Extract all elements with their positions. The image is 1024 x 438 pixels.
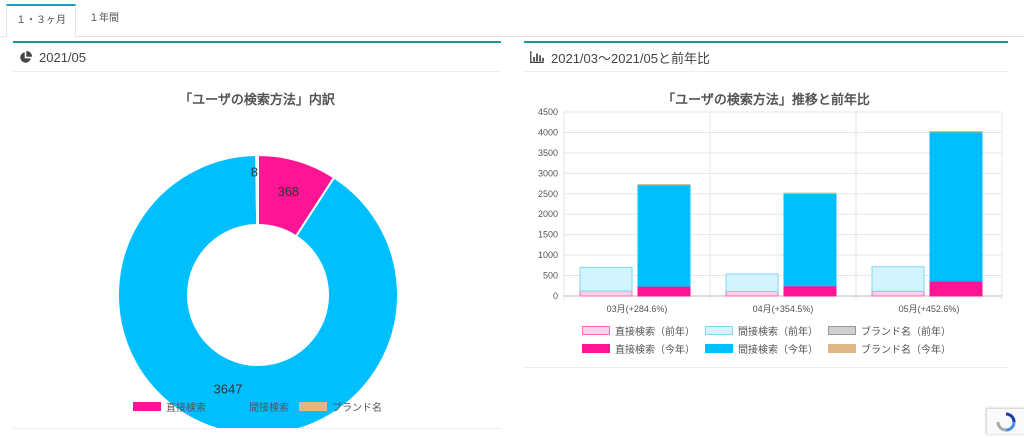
bar-legend-item-5[interactable]: ブランド名（今年） xyxy=(828,341,951,356)
pie-legend-item-0[interactable]: 直接検索 xyxy=(133,399,206,414)
bar-legend-label-0: 直接検索（前年） xyxy=(615,323,695,338)
bar-legend-swatch-5 xyxy=(828,344,856,353)
x-tick-label-0: 03月(+284.6%) xyxy=(607,304,668,314)
bar-legend-label-3: 直接検索（今年） xyxy=(615,341,695,356)
pie-legend-item-1[interactable]: 間接検索 xyxy=(216,399,289,414)
y-tick-label-7: 3500 xyxy=(538,148,558,158)
bar-legend-item-4[interactable]: 間接検索（今年） xyxy=(705,341,818,356)
bar-2-3[interactable] xyxy=(930,281,982,296)
pie-legend-swatch-2 xyxy=(299,402,327,411)
pie-legend-swatch-0 xyxy=(133,402,161,411)
pie-legend-label-0: 直接検索 xyxy=(166,399,206,414)
y-tick-label-0: 0 xyxy=(553,291,558,301)
y-tick-label-6: 3000 xyxy=(538,168,558,178)
x-tick-label-1: 04月(+354.5%) xyxy=(753,304,814,314)
y-tick-label-9: 4500 xyxy=(538,107,558,117)
bar-1-3[interactable] xyxy=(784,286,836,296)
bar-legend-item-2[interactable]: ブランド名（前年） xyxy=(828,323,951,338)
bar-0-3[interactable] xyxy=(638,286,690,296)
y-tick-label-8: 4000 xyxy=(538,127,558,137)
y-tick-label-1: 500 xyxy=(543,271,558,281)
period-tabs: １・３ヶ月 １年間 xyxy=(0,0,1024,37)
pie-data-label-0: 368 xyxy=(277,184,299,199)
pie-legend-item-2[interactable]: ブランド名 xyxy=(299,399,382,414)
pie-legend-label-2: ブランド名 xyxy=(332,399,382,414)
recaptcha-icon xyxy=(993,411,1019,433)
tab-1-year[interactable]: １年間 xyxy=(80,4,128,36)
bar-legend-item-3[interactable]: 直接検索（今年） xyxy=(582,341,695,356)
y-tick-label-4: 2000 xyxy=(538,209,558,219)
y-tick-label-2: 1000 xyxy=(538,250,558,260)
bar-1-4[interactable] xyxy=(784,193,836,285)
bar-legend-label-2: ブランド名（前年） xyxy=(861,323,951,338)
pie-data-label-1: 3647 xyxy=(214,381,243,396)
bar-legend-label-1: 間接検索（前年） xyxy=(738,323,818,338)
pie-data-label-2: 8 xyxy=(251,164,258,179)
bar-2-4[interactable] xyxy=(930,132,982,281)
bar-legend-swatch-0 xyxy=(582,326,610,335)
bar-0-0[interactable] xyxy=(580,291,632,296)
bar-legend-label-5: ブランド名（今年） xyxy=(861,341,951,356)
pie-legend-label-1: 間接検索 xyxy=(249,399,289,414)
recaptcha-badge[interactable] xyxy=(986,408,1024,434)
bar-legend-swatch-1 xyxy=(705,326,733,335)
bar-1-1[interactable] xyxy=(726,274,778,292)
bar-legend-item-1[interactable]: 間接検索（前年） xyxy=(705,323,818,338)
x-tick-label-2: 05月(+452.6%) xyxy=(899,304,960,314)
bar-legend-swatch-3 xyxy=(582,344,610,353)
tab-1-3-months[interactable]: １・３ヶ月 xyxy=(6,4,76,37)
y-tick-label-3: 1500 xyxy=(538,230,558,240)
pie-chart: 368 3647 8 xyxy=(13,43,501,428)
bar-0-4[interactable] xyxy=(638,185,690,286)
bar-1-0[interactable] xyxy=(726,292,778,296)
y-tick-label-5: 2500 xyxy=(538,189,558,199)
bar-legend-swatch-4 xyxy=(705,344,733,353)
bar-2-1[interactable] xyxy=(872,267,924,292)
bar-legend-swatch-2 xyxy=(828,326,856,335)
bar-legend-item-0[interactable]: 直接検索（前年） xyxy=(582,323,695,338)
pie-legend: 直接検索 間接検索 ブランド名 xyxy=(133,399,392,414)
pie-legend-swatch-1 xyxy=(216,402,244,411)
bar-legend-label-4: 間接検索（今年） xyxy=(738,341,818,356)
bar-0-1[interactable] xyxy=(580,267,632,291)
bar-2-0[interactable] xyxy=(872,291,924,296)
bar-chart: 0 500 1000 1500 2000 2500 3000 3500 4000 4500 03月(… xyxy=(524,43,1008,367)
